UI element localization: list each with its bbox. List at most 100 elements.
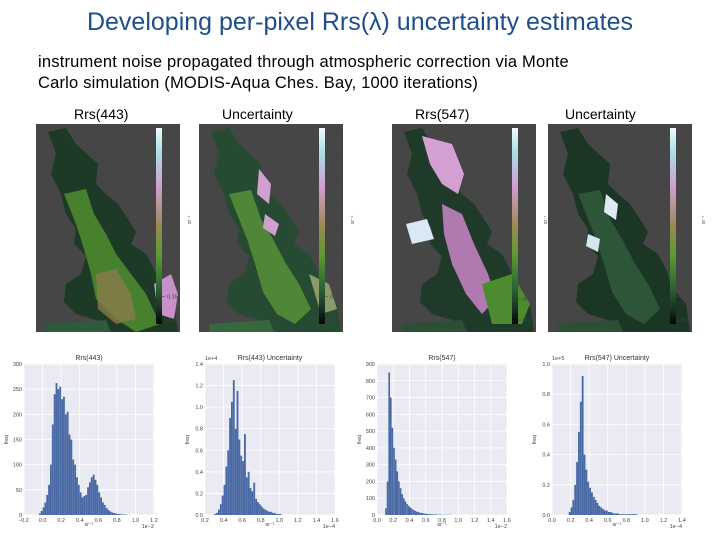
- histogram-bar: [262, 508, 265, 515]
- y-tick-label: 700: [366, 396, 375, 402]
- histogram-bar: [107, 509, 110, 515]
- histogram-bar: [38, 513, 41, 515]
- histogram-bar: [605, 510, 608, 515]
- y-tick-label: 100: [366, 496, 375, 502]
- colorbar-tick-label: 0.30: [681, 271, 692, 277]
- histogram-bar: [589, 487, 591, 515]
- colorbar-gradient: [156, 128, 162, 324]
- histogram-bar: [618, 514, 621, 515]
- x-tick-label: 1.6: [331, 518, 339, 524]
- colorbar-exponent: 1e−4: [660, 124, 671, 130]
- histogram-bar: [279, 513, 282, 515]
- y-tick-label: 1.2: [195, 384, 203, 390]
- y-tick-label: 50: [16, 488, 22, 494]
- histogram-bar: [236, 390, 239, 515]
- histogram-bar: [628, 514, 630, 515]
- histogram-bar: [59, 386, 62, 515]
- x-tick-label: 1.4: [487, 518, 495, 524]
- rrs443-colorbar: 1e−2 1.20 1.05 0.90 0.75 0.60 0.45 0.30 0.15 0.0…: [146, 124, 193, 324]
- histogram-bar: [424, 513, 426, 515]
- chart-title: Rrs(443) Uncertainty: [238, 355, 303, 362]
- x-tick-label: 0.4: [220, 518, 228, 524]
- x-exponent: 1e−4: [323, 524, 335, 528]
- x-tick-label: 1.2: [150, 518, 158, 524]
- y-tick-label: 300: [13, 362, 22, 368]
- histogram-bar: [394, 459, 397, 515]
- histogram-bar: [390, 397, 392, 515]
- y-tick-label: 500: [366, 429, 375, 435]
- y-axis-label: freq: [185, 435, 191, 444]
- histogram-bar: [102, 502, 104, 515]
- y-tick-label: 250: [13, 387, 22, 393]
- histogram-bar: [70, 439, 73, 515]
- histogram-bar: [386, 481, 389, 515]
- histogram-bar: [42, 507, 45, 515]
- y-tick-label: 400: [366, 446, 375, 452]
- x-tick-label: 0.6: [94, 518, 102, 524]
- histogram-bar: [617, 513, 619, 515]
- colorbar-tick-label: 0.30: [330, 318, 341, 324]
- histogram-bar: [401, 494, 403, 515]
- hist-rrs443-uncertainty: 0.00.20.40.60.81.01.21.40.2 0.4 0.6 0.8 1.0 1…: [185, 355, 339, 528]
- histogram-bar: [607, 511, 610, 515]
- histogram-bar: [244, 434, 246, 515]
- histogram-bar: [111, 512, 114, 515]
- uncertainty547-map-image: [548, 124, 692, 332]
- colorbar-tick-label: 0.45: [330, 295, 341, 301]
- x-tick-label: 0.6: [422, 518, 430, 524]
- x-tick-label: 0.0: [39, 518, 47, 524]
- histogram-bar: [227, 450, 230, 515]
- x-tick-label: 1.6: [503, 518, 511, 524]
- histogram-bar: [620, 514, 623, 515]
- y-tick-label: 0.4: [542, 453, 550, 459]
- column-label-rrs443: Rrs(443): [74, 106, 129, 122]
- histogram-bar: [271, 512, 274, 515]
- histogram-bar: [113, 512, 115, 515]
- y-tick-label: 0.0: [542, 513, 550, 519]
- histogram-bar: [388, 372, 390, 515]
- histogram-bar: [50, 464, 52, 515]
- colorbar-tick-label: 1.05: [167, 154, 178, 160]
- histogram-bar: [109, 511, 112, 515]
- y-tick-label: 800: [366, 379, 375, 385]
- colorbar-tick-label: 0.00: [167, 318, 178, 324]
- histogram-bar: [594, 499, 597, 515]
- histogram-bar: [116, 513, 119, 515]
- x-tick-label: 1.2: [471, 518, 479, 524]
- colorbar-tick-label: 1.35: [330, 154, 341, 160]
- histogram-bar: [611, 512, 614, 515]
- histogram-bar: [258, 504, 261, 515]
- histogram-bar: [120, 514, 123, 515]
- histogram-bar: [44, 502, 47, 515]
- y-tick-label: 150: [13, 438, 22, 444]
- colorbar-tick-label: 0.75: [330, 248, 341, 254]
- colorbar-tick-label: 0.45: [167, 248, 178, 254]
- x-tick-label: 1.0: [132, 518, 140, 524]
- histogram-bar: [568, 511, 571, 515]
- x-tick-label: 0.4: [406, 518, 414, 524]
- histogram-bar: [57, 389, 60, 515]
- histogram-bar: [96, 484, 99, 515]
- plot-area: [552, 364, 682, 515]
- histogram-bar: [238, 439, 241, 515]
- x-tick-label: 1.4: [313, 518, 321, 524]
- histogram-bar: [118, 513, 121, 515]
- histogram-bar: [404, 501, 407, 515]
- histogram-bar: [591, 492, 593, 515]
- colorbar-tick-label: 0.2: [523, 318, 531, 324]
- colorbar-tick-label: 1.6: [523, 172, 531, 178]
- colorbar-tick-label: 0.90: [681, 177, 692, 183]
- histogram-bar: [83, 495, 86, 515]
- histogram-bar: [602, 508, 604, 515]
- x-axis-label: sr⁻¹: [84, 522, 93, 528]
- uncertainty547-colorbar: 1e−4 1.20 1.05 0.90 0.75 0.60 0.45 0.30 0.15 0.0…: [660, 124, 707, 324]
- histogram-bar: [630, 514, 632, 515]
- histogram-bar: [105, 507, 108, 515]
- y-tick-label: 300: [366, 463, 375, 469]
- y-tick-label: 0.8: [542, 392, 550, 398]
- histogram-bar: [572, 499, 575, 515]
- histogram-bar: [570, 507, 573, 515]
- y-axis-label: freq: [4, 435, 10, 444]
- x-tick-label: 1.4: [678, 518, 686, 524]
- colorbar-tick-label: 0.6: [523, 276, 531, 282]
